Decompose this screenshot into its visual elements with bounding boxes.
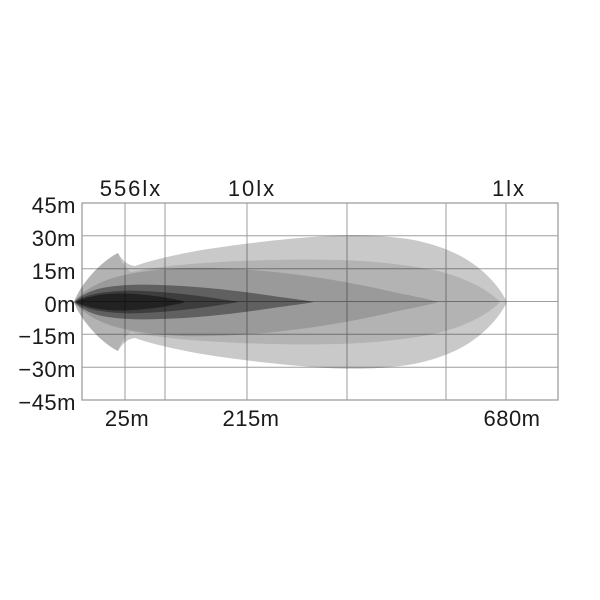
y-axis-label-0m: 0m (44, 292, 76, 317)
grid-lines (81, 202, 559, 401)
x-axis-label-215m: 215m (222, 406, 280, 431)
x-axis-label-680m: 680m (483, 406, 541, 431)
y-axis-label-minus30m: −30m (18, 357, 76, 382)
y-axis-label-minus15m: −15m (18, 324, 76, 349)
y-axis-label-30m: 30m (31, 226, 76, 251)
top-axis-label-556lx: 556lx (99, 176, 163, 201)
y-axis-label-45m: 45m (31, 193, 76, 218)
plot-border (81, 202, 559, 401)
x-axis-label-25m: 25m (104, 406, 150, 431)
top-axis-label-10lx: 10lx (227, 176, 277, 201)
top-axis-label-1lx: 1lx (491, 176, 527, 201)
y-axis-label-15m: 15m (31, 259, 76, 284)
y-axis-label-minus45m: −45m (18, 390, 76, 415)
